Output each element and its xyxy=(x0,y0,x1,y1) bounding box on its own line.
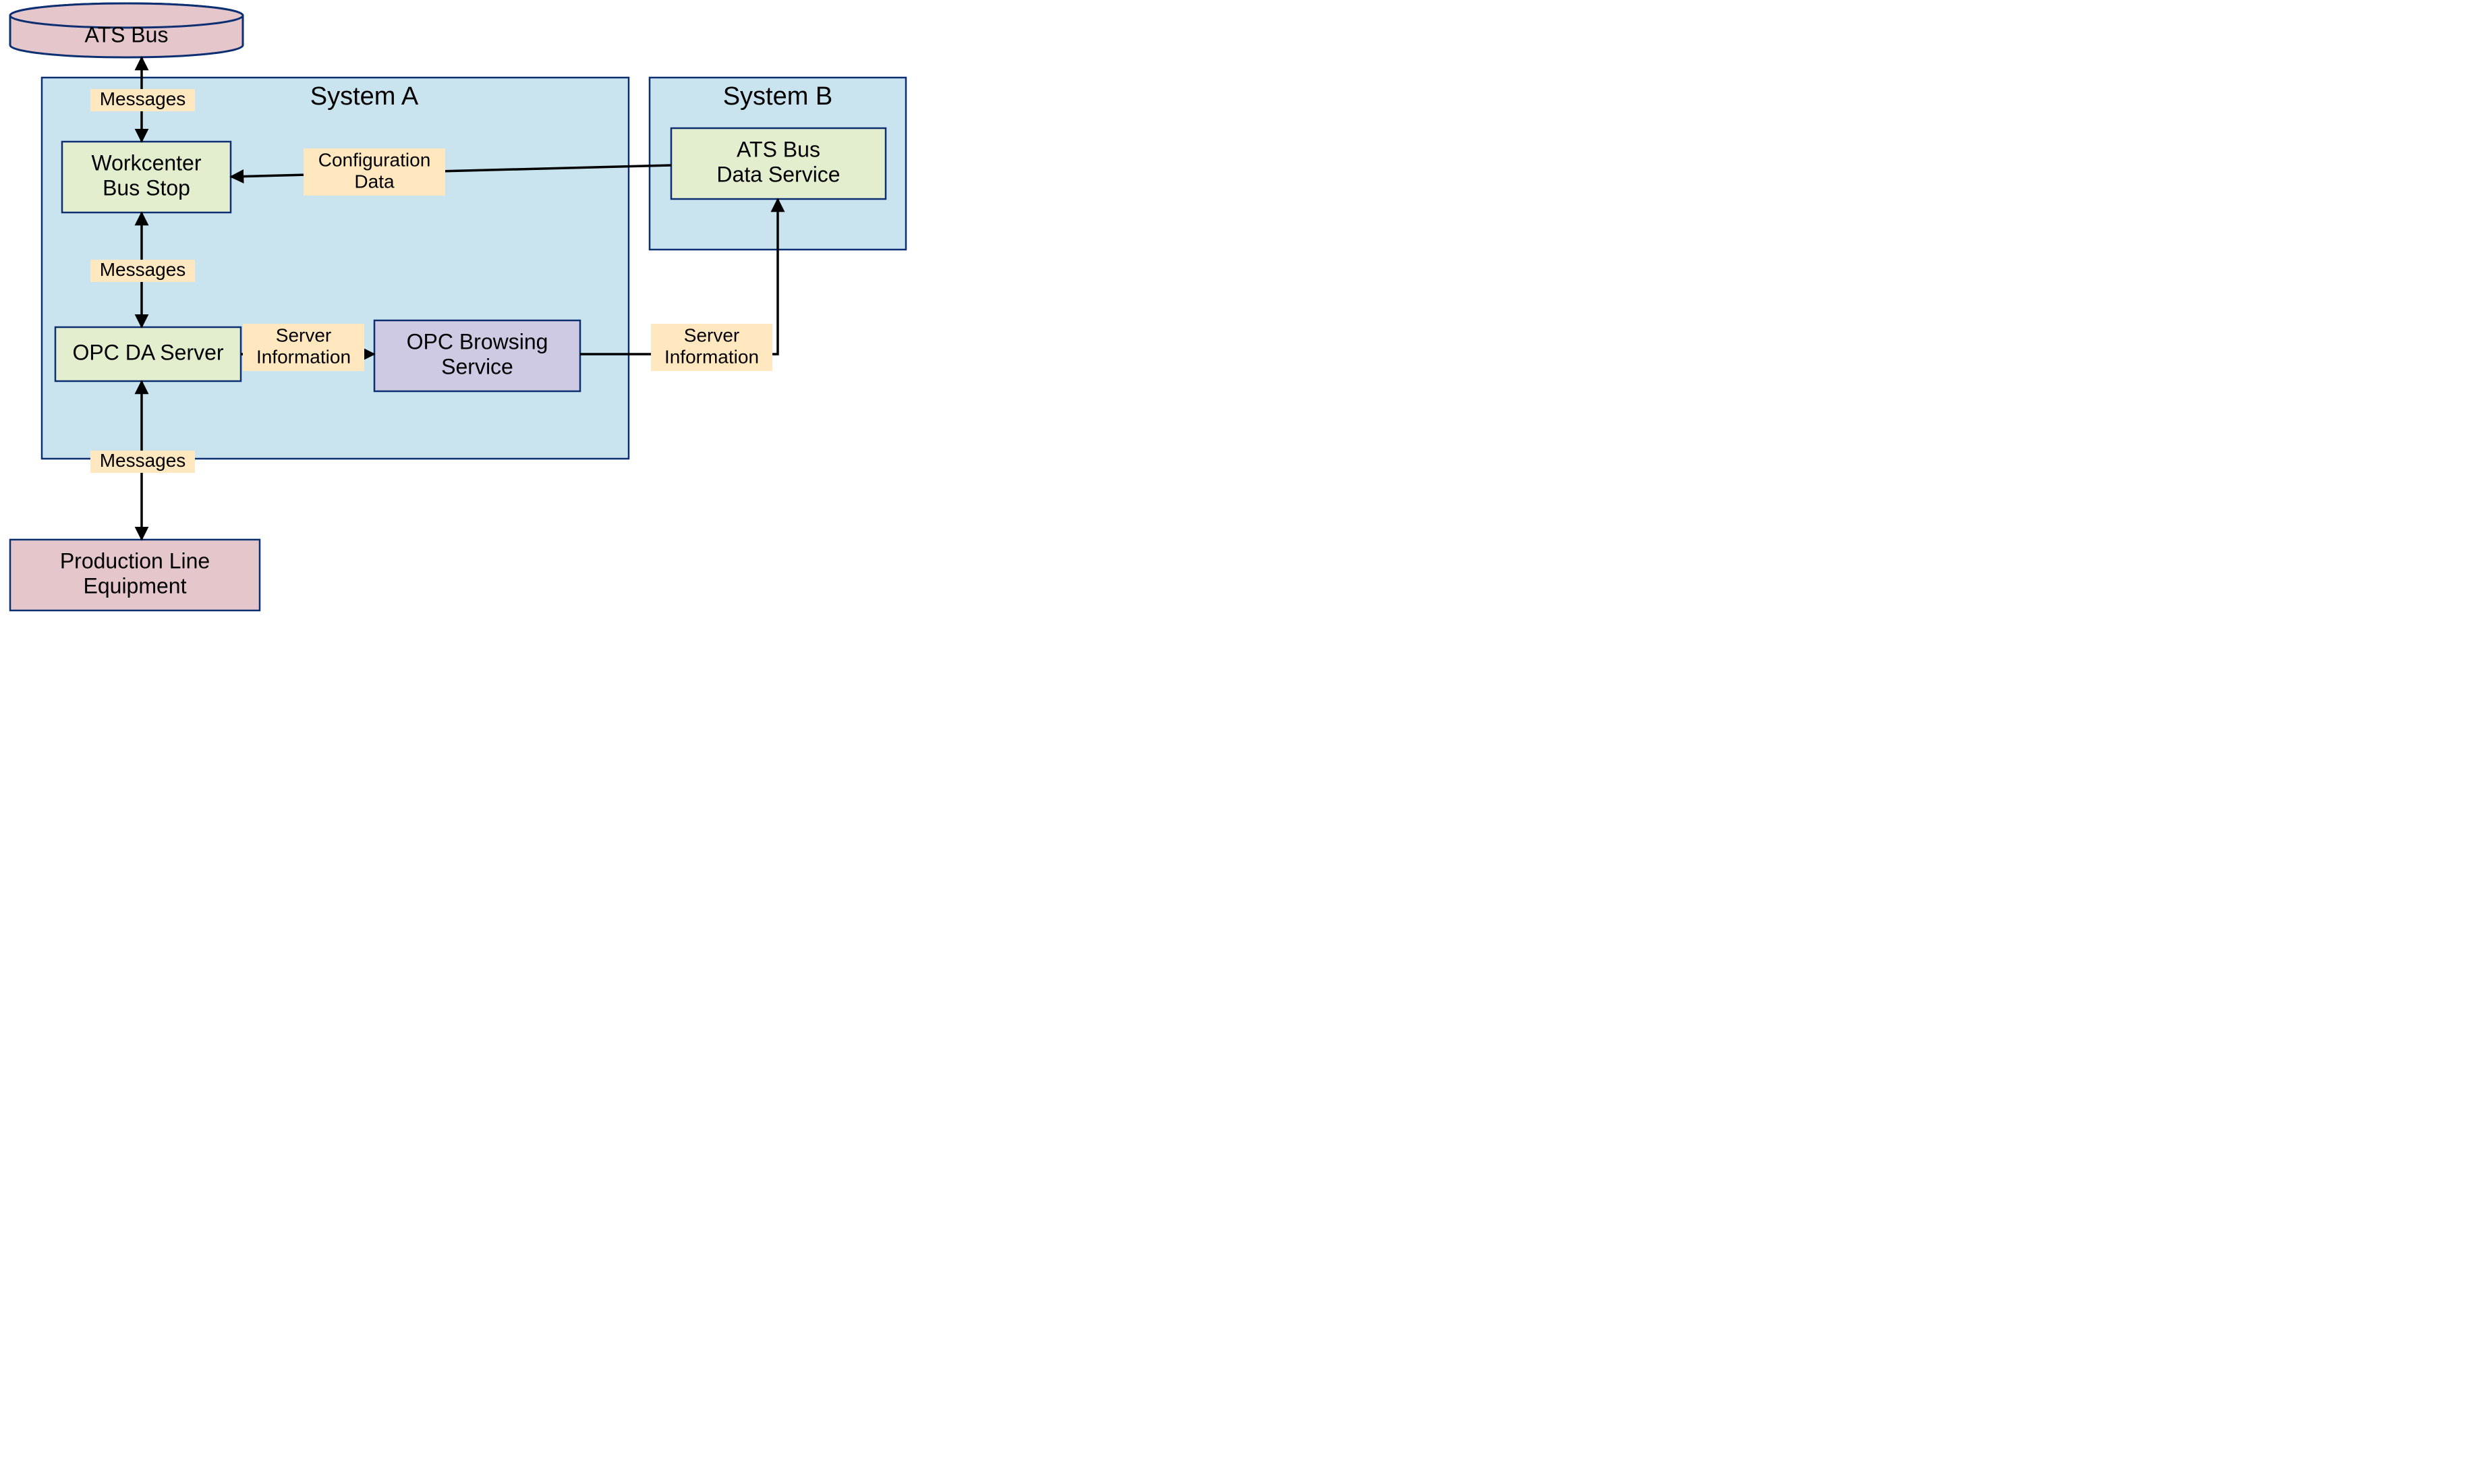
systemB-title: System B xyxy=(723,82,833,111)
prodline-label: Equipment xyxy=(84,573,187,598)
atsds-label: Data Service xyxy=(716,162,840,186)
e5-label: Server xyxy=(684,324,739,345)
opcbrw-label: OPC Browsing xyxy=(407,330,548,354)
architecture-diagram: System A System B ATS Bus WorkcenterBus Sto… xyxy=(0,0,1033,698)
systemA-title: System A xyxy=(310,82,419,111)
wcbs-label: Bus Stop xyxy=(103,175,190,200)
e4-label: Information xyxy=(256,346,351,367)
e6-label: Data xyxy=(354,171,395,192)
opcda-label: OPC DA Server xyxy=(72,340,223,364)
e5-label: Information xyxy=(664,346,759,367)
atsbus-label: ATS Bus xyxy=(85,22,169,47)
e1-label: Messages xyxy=(100,88,186,109)
prodline-label: Production Line xyxy=(60,549,210,573)
wcbs-label: Workcenter xyxy=(91,151,201,175)
opcbrw-label: Service xyxy=(441,354,513,378)
atsds-label: ATS Bus xyxy=(737,138,820,162)
e3-label: Messages xyxy=(100,450,186,471)
e6-label: Configuration xyxy=(318,149,431,170)
e2-label: Messages xyxy=(100,259,186,280)
e4-label: Server xyxy=(276,324,331,345)
